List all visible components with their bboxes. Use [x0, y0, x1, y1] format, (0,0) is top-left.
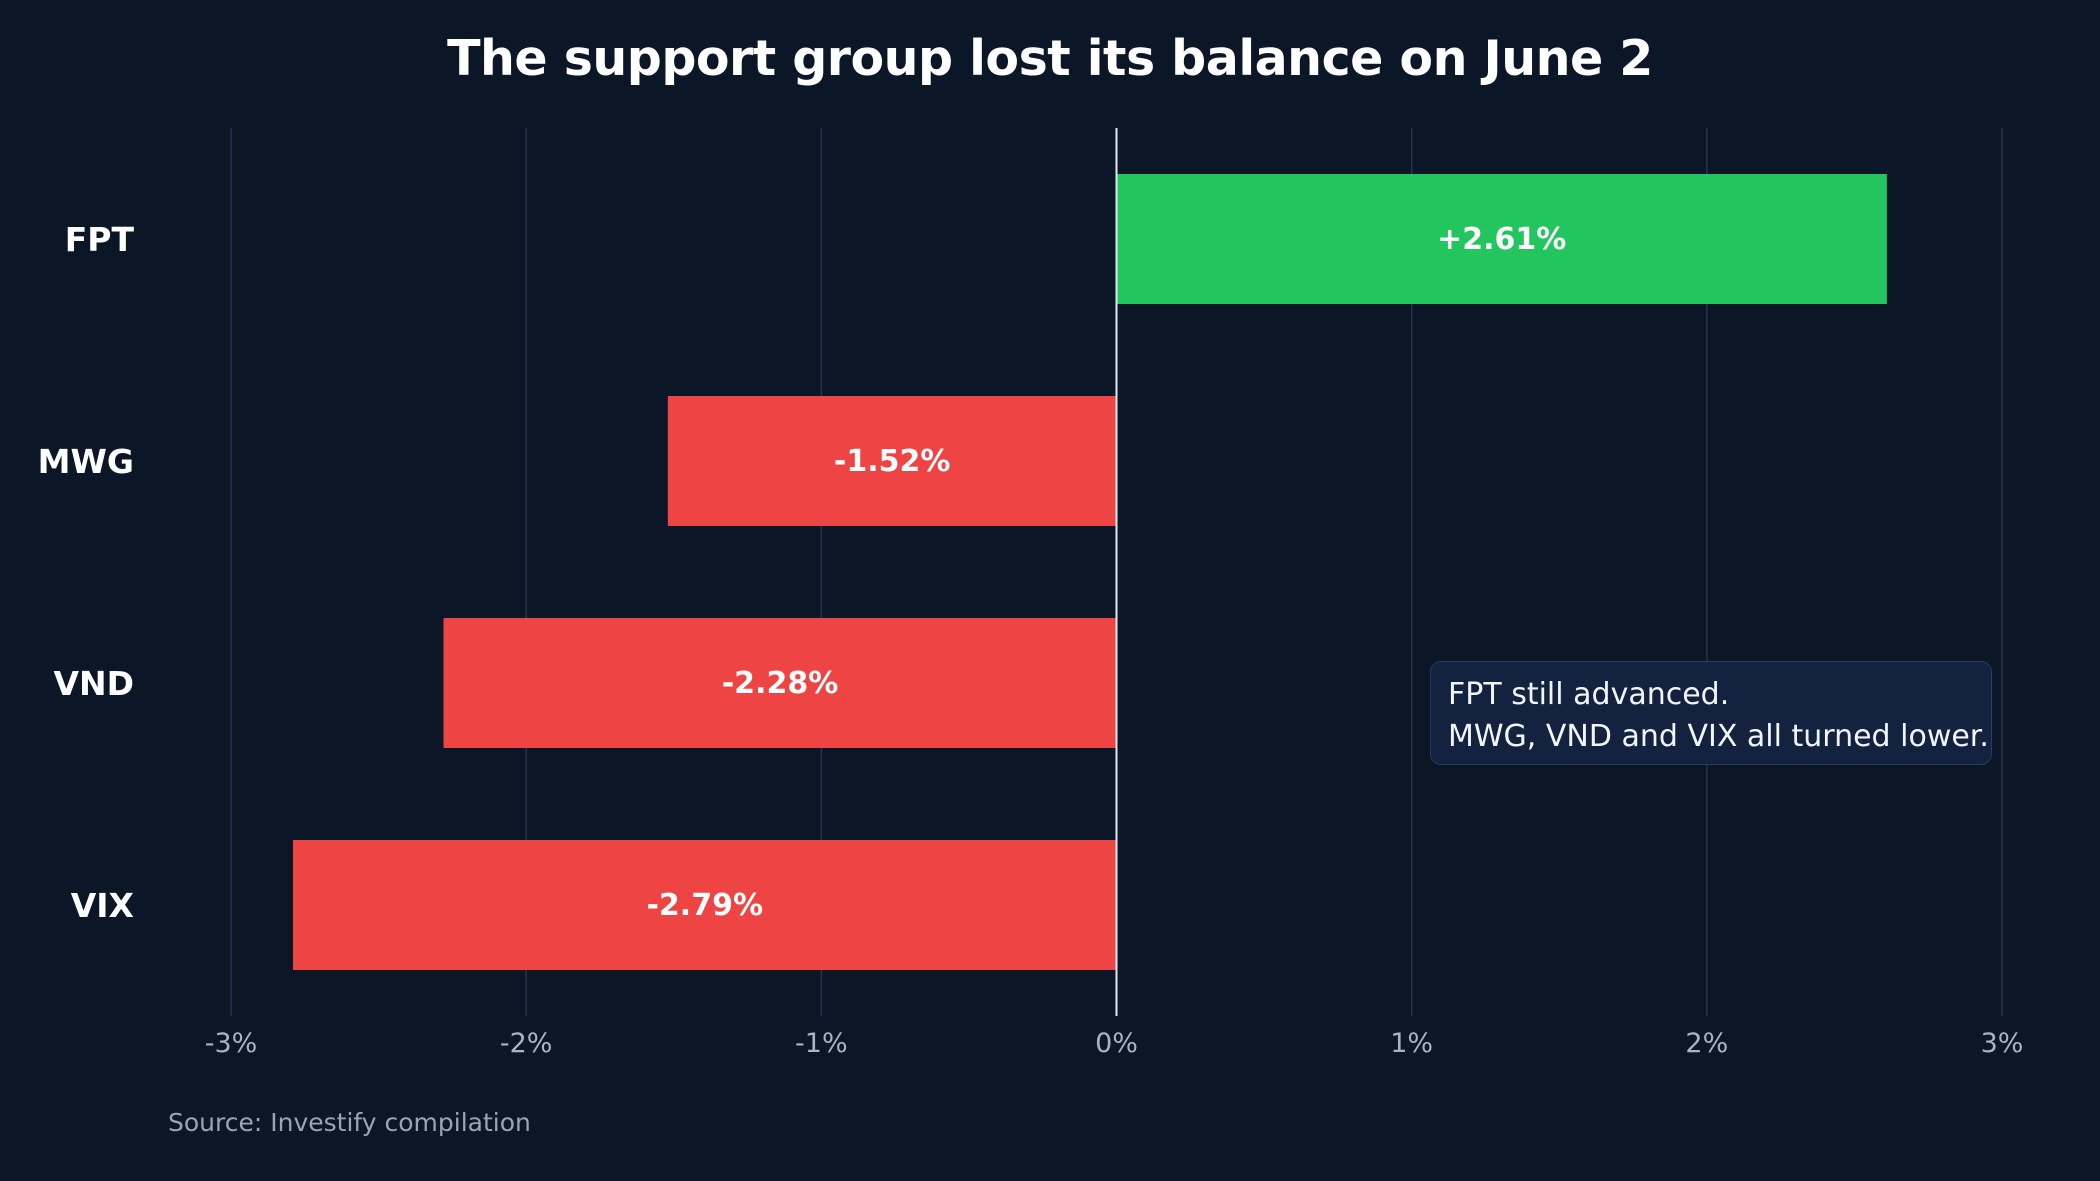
x-tick-label: -3% [205, 1028, 258, 1059]
category-label: VND [53, 664, 134, 703]
bar [667, 396, 1117, 526]
annotation-line-2: MWG, VND and VIX all turned lower. [1448, 719, 1989, 754]
x-tick-label: 0% [1095, 1028, 1138, 1059]
category-label: MWG [38, 442, 134, 481]
x-tick-label: 1% [1390, 1028, 1433, 1059]
category-label: FPT [65, 220, 135, 259]
bar [292, 840, 1117, 970]
x-tick-label: 2% [1685, 1028, 1728, 1059]
annotation-box: FPT still advanced. MWG, VND and VIX all… [1430, 661, 1992, 765]
bar [443, 618, 1117, 748]
x-tick-label: 3% [1981, 1028, 2024, 1059]
annotation-line-1: FPT still advanced. [1448, 677, 1730, 712]
bar-data-label: +2.61% [1437, 222, 1566, 257]
x-tick-label: -2% [500, 1028, 553, 1059]
bar-data-label: -1.52% [834, 444, 951, 479]
source-note: Source: Investify compilation [168, 1108, 531, 1137]
bar [1116, 174, 1887, 304]
chart-title: The support group lost its balance on Ju… [447, 30, 1653, 87]
category-label: VIX [71, 886, 134, 925]
x-tick-label: -1% [795, 1028, 848, 1059]
bar-data-label: -2.28% [722, 666, 839, 701]
bar-data-label: -2.79% [646, 888, 763, 923]
